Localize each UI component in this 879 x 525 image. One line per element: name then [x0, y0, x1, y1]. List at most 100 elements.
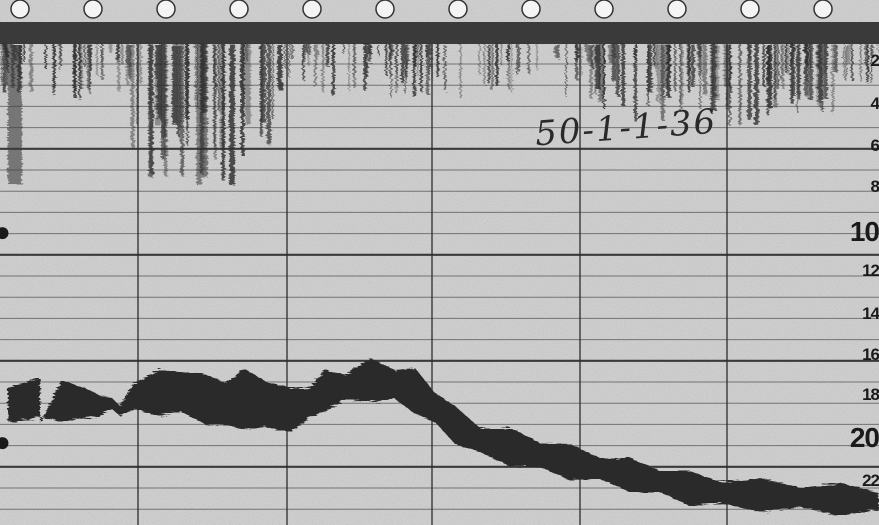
clutter-streak	[616, 44, 620, 97]
depth-label-10: 10	[849, 216, 879, 247]
clutter-streak	[478, 44, 481, 76]
clutter-streak	[668, 44, 671, 72]
clutter-streak	[391, 44, 394, 61]
clutter-streak	[342, 44, 345, 54]
clutter-streak	[768, 44, 773, 109]
clutter-streak	[489, 44, 491, 80]
clutter-streak	[221, 44, 225, 181]
clutter-streak	[332, 44, 335, 97]
clutter-streak	[773, 44, 777, 108]
depth-label-20: 20	[849, 422, 879, 453]
clutter-streak	[116, 44, 120, 61]
clutter-streak	[363, 44, 367, 91]
clutter-streak	[556, 44, 560, 60]
clutter-streak	[52, 44, 56, 95]
clutter-streak	[877, 44, 879, 53]
clutter-streak	[586, 44, 591, 62]
sprocket-holes	[10, 0, 833, 19]
clutter-streak	[654, 44, 658, 69]
clutter-streak	[23, 44, 25, 63]
depth-label-16: 16	[862, 345, 879, 364]
clutter-streak	[809, 44, 811, 69]
clutter-streak	[284, 44, 286, 70]
clutter-streak	[816, 44, 821, 70]
clutter-streak	[377, 44, 380, 56]
clutter-streak	[594, 44, 599, 63]
clutter-streak	[656, 44, 660, 103]
clutter-streak	[78, 44, 80, 69]
clutter-streak	[747, 44, 752, 121]
left-edge-mark: ●	[0, 426, 11, 457]
clutter-streak	[608, 44, 613, 64]
clutter-streak	[730, 44, 732, 100]
clutter-streak	[575, 44, 579, 80]
clutter-streak	[180, 44, 184, 177]
sprocket-hole	[667, 0, 687, 19]
sprocket-hole	[302, 0, 322, 19]
clutter-streak	[589, 44, 593, 99]
clutter-streak	[390, 44, 392, 98]
clutter-streak	[80, 44, 83, 88]
clutter-streak	[843, 44, 845, 77]
clutter-streak	[417, 44, 419, 77]
clutter-streak	[172, 44, 178, 125]
sprocket-hole	[448, 0, 468, 19]
clutter-streak	[4, 44, 8, 57]
sprocket-hole	[10, 0, 30, 19]
clutter-streak	[584, 44, 587, 53]
sprocket-hole	[229, 0, 249, 19]
sprocket-hole	[594, 0, 614, 19]
clutter-streak	[777, 44, 779, 90]
clutter-streak	[580, 44, 583, 76]
clutter-streak	[73, 44, 76, 91]
clutter-streak	[500, 44, 502, 67]
clutter-streak	[348, 44, 350, 93]
clutter-streak	[95, 44, 98, 75]
clutter-streak	[483, 44, 486, 85]
clutter-streak	[6, 44, 8, 85]
clutter-streak	[84, 44, 86, 68]
clutter-streak	[365, 44, 369, 76]
clutter-streak	[125, 44, 129, 64]
clutter-streak	[2, 44, 6, 93]
clutter-streak	[674, 44, 676, 92]
clutter-streak	[711, 44, 717, 97]
sprocket-hole	[375, 0, 395, 19]
clutter-streak	[595, 44, 601, 90]
sprocket-hole	[521, 0, 541, 19]
sprocket-hole	[813, 0, 833, 19]
clutter-streak	[603, 44, 605, 99]
depth-label-22: 22	[862, 471, 879, 490]
clutter-streak	[101, 44, 103, 63]
clutter-streak	[385, 44, 388, 76]
clutter-streak	[126, 44, 129, 85]
depth-label-2: 2	[870, 51, 879, 70]
clutter-streak	[787, 44, 789, 76]
clutter-streak	[72, 44, 75, 92]
clutter-streak	[245, 44, 251, 124]
clutter-streak	[420, 44, 423, 92]
clutter-streak	[634, 44, 637, 122]
clutter-streak	[845, 44, 848, 82]
clutter-streak	[303, 44, 307, 64]
clutter-streak	[138, 44, 142, 84]
clutter-streak	[518, 44, 520, 72]
surface-band	[0, 22, 879, 44]
clutter-streak	[186, 44, 189, 146]
clutter-streak	[305, 44, 308, 53]
clutter-streak	[425, 44, 428, 57]
clutter-streak	[88, 44, 91, 94]
clutter-streak	[194, 44, 197, 108]
depth-label-6: 6	[870, 136, 879, 155]
clutter-streak	[702, 44, 707, 96]
bottom-echo-trace	[8, 358, 879, 516]
left-edge-mark: ●	[0, 216, 11, 247]
clutter-streak	[850, 44, 854, 82]
clutter-streak	[130, 44, 135, 148]
clutter-streak	[726, 44, 730, 110]
clutter-streak	[403, 44, 405, 64]
depth-label-8: 8	[870, 177, 879, 196]
clutter-streak	[101, 44, 104, 80]
clutter-streak	[87, 44, 91, 90]
clutter-streak	[368, 44, 372, 63]
